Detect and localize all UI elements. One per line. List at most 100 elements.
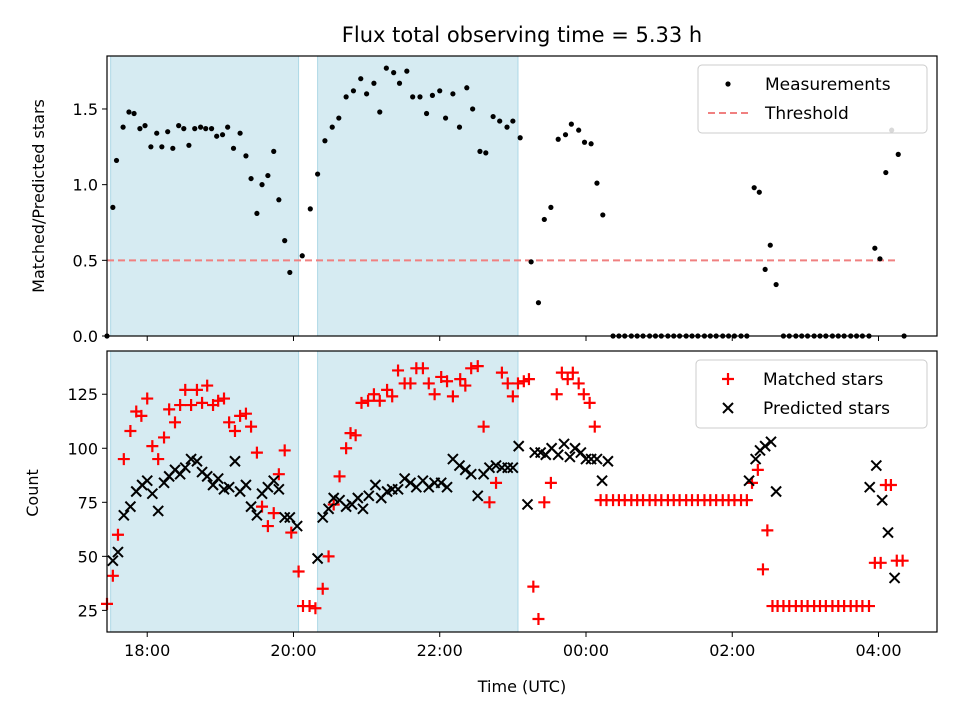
measurements-point-15	[186, 142, 192, 148]
matched-stars-point-59	[441, 375, 454, 388]
observing-interval-top-2	[317, 55, 519, 337]
predicted-stars-point-75	[558, 438, 570, 450]
measurements-point-60	[477, 148, 483, 154]
y-tick-label-bottom-1: 50	[78, 547, 98, 566]
matched-stars-point-22	[223, 416, 236, 429]
matched-stars-point-46	[362, 394, 375, 407]
measurements-point-53	[429, 92, 436, 98]
matched-stars-point-84	[583, 396, 596, 409]
measurements-point-1	[110, 204, 116, 210]
measurements-point-30	[271, 148, 277, 154]
predicted-stars-point-85	[749, 453, 762, 465]
measurements-point-5	[131, 110, 137, 117]
predicted-stars-point-29	[268, 474, 280, 487]
measurements-point-62	[490, 113, 496, 120]
bottom-plot-marks	[101, 360, 909, 626]
predicted-stars-point-22	[229, 455, 241, 467]
matched-stars-point-17	[196, 396, 209, 409]
measurements-point-28	[259, 182, 265, 188]
matched-stars-point-7	[141, 392, 154, 405]
predicted-stars-point-77	[569, 442, 581, 454]
measurements-point-32	[282, 238, 288, 244]
x-tick-label-4: 02:00	[709, 641, 755, 660]
legend-marker-measurements	[725, 81, 731, 87]
measurements-point-6	[137, 126, 143, 132]
legend-label-measurements: Measurements	[765, 75, 891, 95]
measurements-point-69	[541, 216, 547, 223]
measurements-point-24	[237, 130, 243, 136]
predicted-stars-point-2	[118, 509, 130, 521]
measurements-point-46	[383, 65, 389, 71]
predicted-stars-point-50	[404, 477, 417, 489]
measurements-point-54	[437, 88, 443, 94]
y-tick-label-top-1: 0.5	[73, 251, 98, 270]
matched-stars-point-3	[117, 453, 130, 466]
measurements-point-7	[142, 123, 148, 129]
matched-stars-point-80	[561, 373, 574, 386]
predicted-stars-point-41	[352, 492, 364, 504]
bottom-legend-box	[695, 359, 928, 429]
matched-stars-point-34	[292, 565, 305, 578]
measurements-point-41	[350, 88, 357, 94]
matched-stars-point-32	[278, 444, 291, 457]
matched-stars-point-62	[459, 379, 472, 392]
measurements-point-52	[423, 110, 430, 117]
legend-marker-matched-stars	[722, 373, 734, 385]
measurements-point-75	[581, 139, 588, 145]
predicted-stars-point-33	[291, 520, 303, 532]
x-axis-label: Time (UTC)	[477, 677, 566, 696]
y-tick-label-bottom-2: 75	[78, 493, 98, 512]
matched-stars-point-2	[111, 528, 124, 541]
predicted-stars-point-93	[882, 526, 894, 539]
legend-label-threshold: Threshold	[764, 104, 849, 124]
matched-stars-point-69	[501, 377, 514, 390]
legend-marker-predicted-stars	[722, 402, 734, 414]
measurements-point-122	[872, 245, 878, 251]
measurements-point-40	[343, 94, 349, 100]
measurements-point-49	[404, 68, 410, 74]
predicted-stars-point-89	[770, 485, 782, 498]
top-plot-frame	[106, 55, 938, 337]
y-tick-label-top-2: 1.0	[73, 176, 98, 195]
measurements-point-18	[203, 126, 209, 132]
predicted-stars-point-42	[357, 503, 369, 515]
bottom-plot-frame	[106, 350, 938, 633]
measurements-point-105	[767, 242, 773, 248]
predicted-stars-point-25	[245, 500, 257, 513]
x-tick-label-5: 04:00	[855, 641, 901, 660]
matched-stars-point-30	[267, 507, 280, 520]
measurements-point-63	[497, 118, 503, 124]
matched-stars-point-66	[483, 496, 496, 509]
measurements-point-65	[510, 118, 516, 124]
measurements-point-103	[756, 189, 762, 195]
predicted-stars-point-1	[112, 546, 124, 558]
measurements-point-20	[214, 133, 220, 139]
matched-stars-point-68	[495, 366, 508, 379]
matched-stars-point-39	[322, 550, 335, 563]
measurements-point-31	[276, 197, 282, 203]
matched-stars-point-56	[422, 377, 435, 390]
predicted-stars-point-69	[521, 498, 534, 511]
matched-stars-point-63	[465, 362, 478, 375]
measurements-point-55	[442, 115, 449, 121]
matched-stars-point-48	[373, 394, 386, 407]
matched-stars-point-51	[392, 364, 405, 377]
matched-stars-point-1	[106, 569, 119, 582]
measurements-point-50	[410, 94, 416, 100]
matched-stars-point-77	[544, 476, 557, 489]
legend-label-predicted-stars: Predicted stars	[763, 399, 890, 419]
measurements-point-124	[883, 169, 889, 176]
measurements-point-77	[594, 180, 600, 186]
matched-stars-point-38	[316, 582, 329, 595]
matched-stars-point-33	[285, 526, 298, 539]
predicted-stars-point-84	[743, 474, 755, 487]
measurements-point-72	[562, 132, 569, 138]
predicted-stars-point-6	[141, 474, 153, 487]
matched-stars-point-78	[550, 388, 563, 401]
measurements-point-58	[464, 85, 470, 91]
predicted-stars-point-87	[759, 440, 771, 452]
measurements-point-17	[198, 124, 204, 130]
predicted-stars-point-49	[398, 472, 411, 485]
predicted-stars-point-36	[322, 503, 335, 515]
